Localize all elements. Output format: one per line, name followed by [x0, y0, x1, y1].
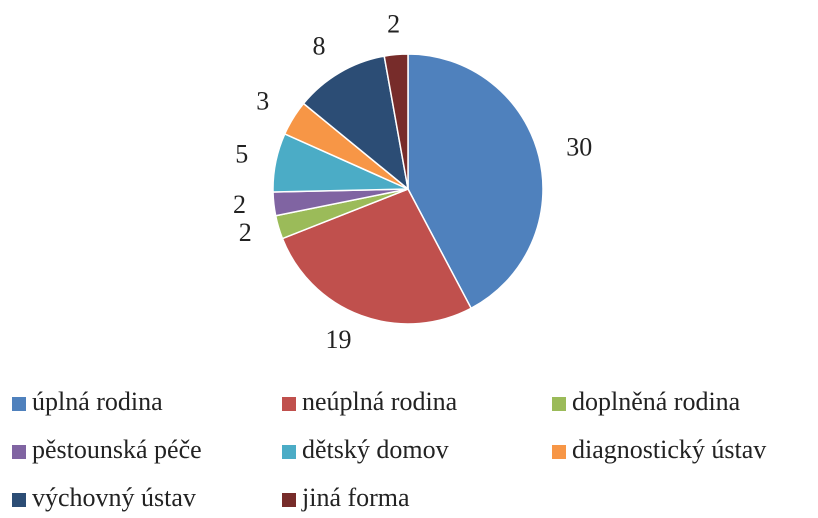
data-label: 19	[325, 325, 351, 354]
legend-swatch	[552, 397, 566, 411]
legend-label: úplná rodina	[32, 387, 163, 416]
legend-swatch	[12, 397, 26, 411]
data-label: 2	[239, 218, 252, 247]
data-label: 30	[566, 133, 592, 162]
data-label: 5	[235, 140, 248, 169]
pie-slice	[281, 188, 473, 325]
legend-label: diagnostický ústav	[572, 435, 766, 464]
legend-swatch	[552, 445, 566, 459]
legend-swatch	[282, 445, 296, 459]
legend-label: jiná forma	[301, 483, 410, 512]
pie-slice	[407, 53, 544, 310]
data-label: 8	[312, 31, 325, 60]
legend-label: doplněná rodina	[572, 387, 741, 416]
legend-label: pěstounská péče	[32, 435, 202, 464]
pie-slice	[383, 53, 409, 190]
data-label: 3	[256, 86, 269, 115]
legend-label: neúplná rodina	[302, 387, 458, 416]
legend-label: výchovný ústav	[32, 483, 196, 512]
legend-swatch	[282, 493, 296, 507]
legend-swatch	[282, 397, 296, 411]
legend-label: dětský domov	[302, 435, 449, 464]
legend-swatch	[12, 493, 26, 507]
data-label: 2	[233, 190, 246, 219]
pie-slice	[302, 55, 410, 191]
data-label: 2	[387, 10, 400, 39]
legend-swatch	[12, 445, 26, 459]
